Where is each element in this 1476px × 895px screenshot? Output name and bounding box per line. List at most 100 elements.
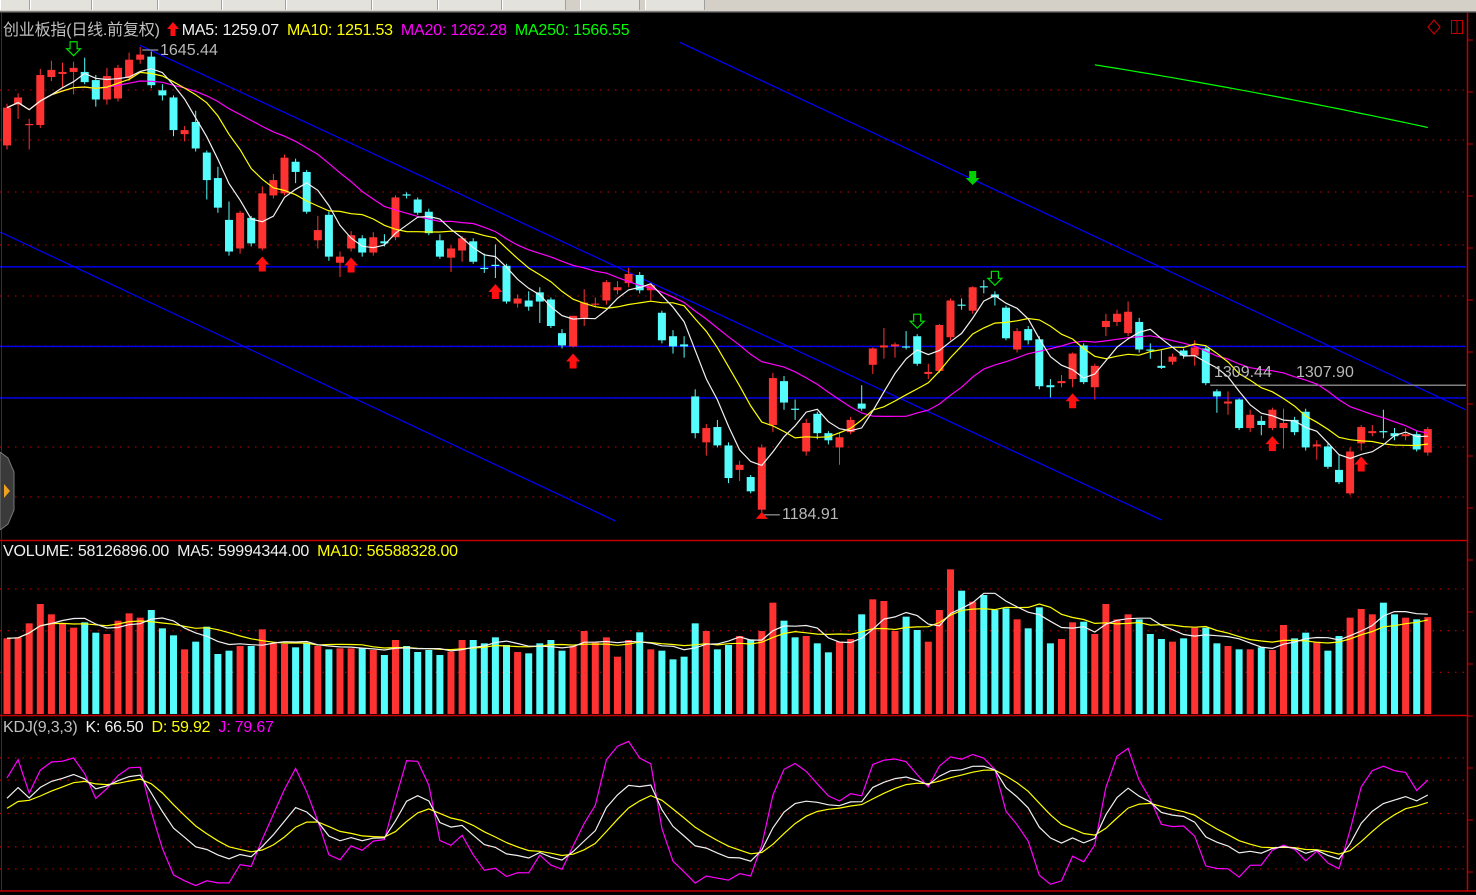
- menu-button[interactable]: [222, 0, 286, 10]
- candle-body: [1024, 329, 1033, 341]
- candle-body: [380, 241, 389, 244]
- candle-body: [657, 312, 666, 341]
- diamond-icon[interactable]: [1427, 19, 1441, 35]
- candle: [1357, 425, 1366, 451]
- candle: [47, 60, 56, 82]
- candle-body: [247, 217, 256, 244]
- candle-body: [902, 346, 911, 348]
- candle-body: [1268, 409, 1277, 429]
- candle-body: [979, 286, 988, 288]
- expand-panel-icon[interactable]: [0, 452, 15, 530]
- volume-bar: [580, 631, 588, 714]
- menu-button[interactable]: [30, 0, 92, 10]
- candle: [1212, 389, 1221, 413]
- menu-button[interactable]: [286, 0, 372, 10]
- candle-body: [935, 325, 944, 371]
- candle: [1168, 353, 1177, 365]
- volume-bar: [602, 637, 610, 714]
- candle-body: [1135, 321, 1144, 350]
- volume-bar: [225, 650, 233, 714]
- candle-body: [602, 282, 611, 301]
- candle-body: [369, 237, 378, 253]
- volume-bar: [1046, 643, 1054, 714]
- menu-button[interactable]: [645, 0, 705, 10]
- candle-body: [158, 90, 167, 96]
- candle-body: [125, 59, 134, 79]
- candle: [1257, 415, 1266, 436]
- candle-body: [147, 56, 156, 86]
- volume-bar: [991, 610, 999, 714]
- candle-body: [1390, 433, 1399, 437]
- candle-body: [624, 273, 633, 284]
- volume-bar: [824, 652, 832, 714]
- ma20-label: MA20: 1262.28: [400, 22, 507, 39]
- candle-body: [1335, 469, 1343, 483]
- buy-signal-arrow-icon: [1354, 456, 1369, 472]
- volume-bar: [591, 642, 599, 714]
- candle: [25, 118, 34, 150]
- buy-signal-arrow-icon: [1265, 436, 1280, 452]
- menu-button[interactable]: [372, 0, 438, 10]
- volume-bar: [1035, 607, 1043, 714]
- candle-body: [569, 315, 578, 347]
- candle-body: [1346, 451, 1355, 494]
- candle-body: [813, 413, 822, 434]
- volume-bar: [1169, 641, 1176, 714]
- candle-body: [946, 300, 955, 338]
- candle-body: [413, 199, 422, 213]
- volume-bar: [436, 655, 444, 714]
- volume-bar: [1146, 634, 1154, 714]
- volume-bar: [958, 590, 966, 714]
- menu-button[interactable]: [502, 0, 566, 10]
- volume-bar: [3, 638, 11, 714]
- candle-body: [1357, 427, 1366, 444]
- candle: [313, 215, 322, 249]
- candle: [3, 103, 11, 150]
- volume-bar: [158, 628, 166, 714]
- candle-body: [835, 437, 844, 448]
- candle: [413, 197, 422, 215]
- volume-bar: [403, 646, 411, 714]
- volume-bar: [314, 646, 322, 714]
- candle-body: [757, 447, 766, 510]
- volume-bar: [1357, 609, 1365, 714]
- volume-bar: [458, 640, 466, 714]
- price-panel: [0, 41, 1466, 522]
- candle-body: [80, 71, 89, 83]
- candle-body: [1157, 365, 1166, 368]
- candle-body: [591, 303, 600, 305]
- volume-bar: [1191, 627, 1199, 714]
- candle-body: [324, 214, 333, 257]
- candle: [1268, 407, 1277, 431]
- candle: [1235, 398, 1244, 431]
- line-price-label-1: 1309.44: [1214, 364, 1272, 381]
- volume-bar: [1069, 622, 1077, 714]
- volume-bar: [913, 630, 921, 714]
- candle: [1124, 301, 1133, 337]
- candle-body: [258, 193, 267, 249]
- ma5-line: [6, 68, 1428, 467]
- candle-body: [1368, 431, 1377, 434]
- volume-bar: [747, 639, 755, 714]
- menu-button[interactable]: [92, 0, 158, 10]
- menu-button[interactable]: [580, 0, 640, 10]
- candle-body: [791, 408, 800, 410]
- window-restore-icon[interactable]: [1450, 19, 1464, 35]
- volume-bar: [1291, 638, 1299, 714]
- candle: [657, 310, 666, 344]
- volume-bar: [1324, 650, 1332, 714]
- candle: [347, 231, 356, 252]
- volume-bar: [203, 626, 211, 714]
- candle-body: [513, 298, 522, 304]
- high-price-label: 1645.44: [160, 42, 218, 59]
- candle-body: [1224, 401, 1232, 404]
- candle: [402, 192, 411, 199]
- candle: [1312, 440, 1321, 460]
- menu-button[interactable]: [0, 0, 30, 10]
- volume-ma5-label: MA5: 59994344.00: [177, 543, 310, 560]
- menu-button[interactable]: [158, 0, 222, 10]
- volume-bar: [858, 614, 866, 714]
- candle-body: [502, 265, 511, 302]
- menu-button[interactable]: [438, 0, 502, 10]
